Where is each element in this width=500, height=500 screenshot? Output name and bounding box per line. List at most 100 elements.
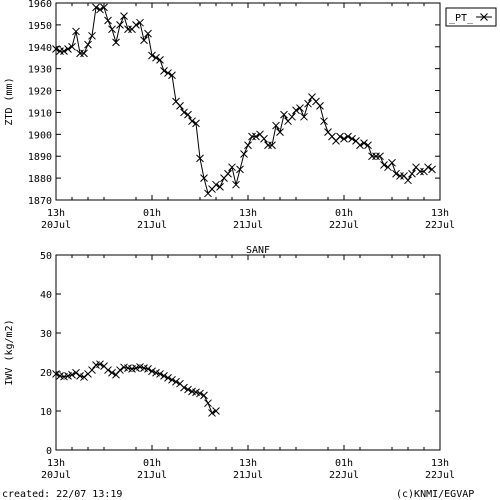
data-point (72, 368, 80, 377)
legend-box (445, 7, 497, 27)
data-point (72, 27, 80, 36)
legend: _PT_ (445, 7, 497, 27)
data-point (336, 132, 344, 141)
data-point (108, 368, 116, 377)
y-tick-label: 1930 (28, 65, 52, 76)
data-point (244, 141, 252, 150)
data-point (152, 53, 160, 62)
data-point (68, 370, 76, 379)
data-point (388, 158, 396, 167)
y-axis-label: IWV (kg/m2) (4, 319, 15, 385)
data-point (356, 141, 364, 150)
data-point (148, 51, 156, 60)
data-point (320, 117, 328, 126)
y-axis-label: ZTD (mm) (4, 77, 15, 125)
data-point (96, 5, 104, 14)
y-tick-label: 1910 (28, 108, 52, 119)
x-tick-label-time: 13h (47, 208, 65, 219)
data-point (296, 104, 304, 112)
x-tick-label-date: 22Jul (425, 220, 455, 231)
series-line (55, 6, 433, 195)
x-tick-label-time: 13h (431, 458, 449, 469)
data-point (168, 71, 176, 80)
data-point (208, 409, 216, 417)
x-tick-label-date: 22Jul (329, 220, 359, 231)
y-tick-label: 1880 (28, 174, 52, 185)
x-tick-label-date: 21Jul (137, 470, 167, 481)
data-point (344, 132, 352, 141)
y-tick-label: 1900 (28, 130, 52, 141)
data-point (108, 25, 116, 34)
data-point (212, 407, 220, 415)
data-point (200, 174, 208, 182)
x-tick-label-time: 01h (335, 208, 353, 219)
data-point (180, 108, 188, 117)
data-point (64, 45, 72, 53)
x-tick-label-date: 22Jul (329, 470, 359, 481)
y-tick-label: 1920 (28, 87, 52, 98)
data-point (52, 370, 60, 378)
panel-title: SANF (246, 245, 270, 256)
data-point (292, 106, 300, 115)
data-point (392, 169, 400, 178)
data-point (260, 134, 268, 143)
x-tick-label-date: 20Jul (41, 220, 71, 231)
y-tick-label: 1960 (28, 0, 52, 10)
data-point (88, 366, 96, 374)
x-tick-label-date: 20Jul (41, 470, 71, 481)
data-point (80, 49, 88, 58)
footer-created-text: created: 22/07 13:19 (2, 489, 122, 500)
data-point (112, 38, 120, 47)
data-point (216, 183, 224, 191)
x-tick-label-time: 01h (143, 208, 161, 219)
data-point (92, 3, 100, 12)
data-point (116, 21, 124, 29)
data-point (408, 169, 416, 178)
x-tick-label-date: 22Jul (425, 470, 455, 481)
data-point (160, 67, 168, 75)
data-point (364, 141, 372, 150)
series-line (55, 363, 217, 414)
y-tick-label: 0 (46, 446, 52, 457)
x-tick-label-time: 01h (335, 458, 353, 469)
data-point (136, 18, 144, 27)
data-point (156, 56, 164, 64)
data-point (144, 29, 152, 38)
data-point (300, 112, 308, 121)
x-tick-label-date: 21Jul (233, 220, 263, 231)
data-point (224, 169, 232, 178)
y-tick-label: 40 (40, 290, 52, 301)
legend-marker (480, 13, 488, 21)
data-point (404, 176, 412, 185)
data-point (236, 165, 244, 174)
data-point (340, 134, 348, 143)
data-point (116, 366, 124, 374)
y-tick-label: 1870 (28, 196, 52, 207)
legend-label: _PT_ (449, 13, 474, 24)
data-point (276, 128, 284, 136)
data-point (184, 385, 192, 394)
x-tick-label-time: 13h (47, 458, 65, 469)
data-point (52, 45, 60, 53)
x-tick-label-time: 13h (431, 208, 449, 219)
data-point (272, 121, 280, 130)
data-point (156, 370, 164, 378)
data-point (240, 150, 248, 158)
data-point (104, 366, 112, 374)
data-point (104, 16, 112, 25)
data-point (188, 117, 196, 126)
data-point (192, 119, 200, 128)
data-point (172, 377, 180, 386)
data-point (168, 375, 176, 384)
data-point (164, 373, 172, 382)
data-point (212, 180, 220, 189)
data-point (60, 47, 68, 56)
data-point (176, 102, 184, 110)
data-point (360, 139, 368, 147)
data-point (316, 102, 324, 110)
data-point (376, 152, 384, 161)
data-point (232, 180, 240, 189)
x-tick-label-date: 21Jul (233, 470, 263, 481)
data-point (304, 99, 312, 108)
